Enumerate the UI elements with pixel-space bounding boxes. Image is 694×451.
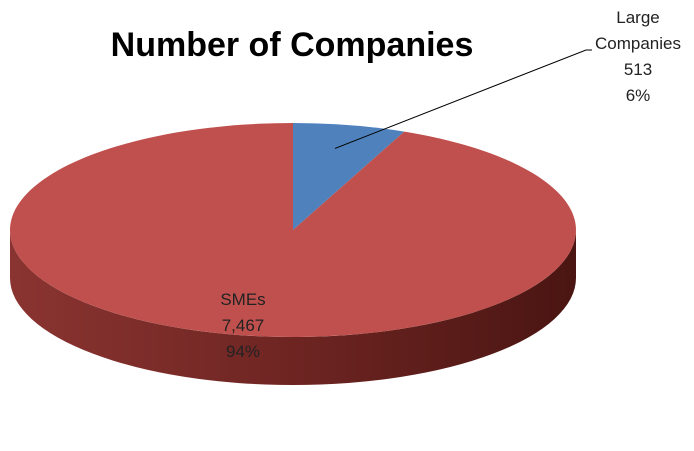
pie-top-layer bbox=[9, 123, 576, 337]
pie-slice-large-companies bbox=[293, 123, 405, 230]
data-label-line: 7,467 bbox=[222, 316, 265, 335]
data-label-large-companies: Large Companies 513 6% bbox=[595, 8, 681, 105]
pie-side-smes bbox=[10, 230, 576, 385]
data-label-line: 6% bbox=[626, 86, 651, 105]
data-label-line: Large bbox=[616, 8, 659, 27]
data-label-line: 513 bbox=[624, 60, 652, 79]
pie-label-layer: Large Companies 513 6% SMEs 7,467 94% bbox=[220, 8, 681, 361]
data-label-smes: SMEs 7,467 94% bbox=[220, 290, 265, 361]
pie-depth-layer bbox=[10, 230, 576, 385]
pie-slice-smes bbox=[9, 123, 576, 337]
data-label-line: SMEs bbox=[220, 290, 265, 309]
chart-title: Number of Companies bbox=[111, 26, 474, 64]
data-label-line: Companies bbox=[595, 34, 681, 53]
data-label-line: 94% bbox=[226, 342, 260, 361]
leader-line-large-companies bbox=[334, 49, 592, 149]
